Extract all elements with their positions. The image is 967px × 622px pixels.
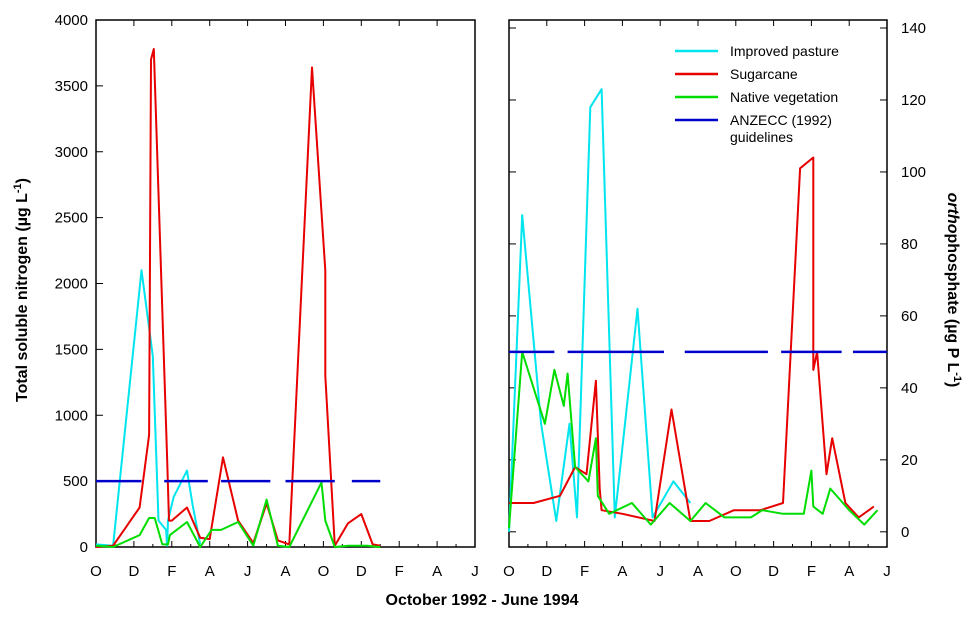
left-x-tick-label: D (128, 563, 139, 580)
left-series-sugarcane (95, 48, 381, 548)
right-x-tick-label: J (883, 563, 891, 580)
left-y-tick-label: 0 (80, 539, 88, 556)
right-x-tick-label: A (693, 563, 703, 580)
left-x-tick-label: A (280, 563, 290, 580)
right-series-sugarcane (509, 156, 875, 522)
left-series-improved-pasture (95, 269, 202, 547)
legend-label-sugarcane: Sugarcane (730, 66, 798, 82)
right-y-tick-label: 120 (901, 92, 926, 109)
right-x-tick-label: D (768, 563, 779, 580)
left-x-tick-label: F (167, 563, 176, 580)
right-series-native-vegetation (508, 350, 879, 529)
right-panel-orthophosphate: O D F A J A O D F A J 0 20 40 60 80 100 120 140 (503, 19, 926, 580)
left-x-tick-label: J (244, 563, 252, 580)
left-y-tick-label: 3000 (55, 144, 88, 161)
legend-label-anzecc-line2: guidelines (730, 129, 793, 145)
left-y-tick-label: 2000 (55, 276, 88, 293)
left-y-tick-label: 4000 (55, 12, 88, 29)
left-x-tick-label: O (318, 563, 330, 580)
left-y-tick-label: 500 (63, 473, 88, 490)
right-y-tick-label: 40 (901, 380, 918, 397)
right-y-tick-label: 60 (901, 308, 918, 325)
right-y-tick-label: 100 (901, 164, 926, 181)
legend-label-native-vegetation: Native vegetation (730, 89, 838, 105)
left-x-tick-label: J (471, 563, 479, 580)
right-x-tick-label: F (580, 563, 589, 580)
right-x-tick-label: O (503, 563, 515, 580)
right-y-tick-label: 140 (901, 20, 926, 37)
x-axis-label: October 1992 - June 1994 (386, 592, 579, 609)
left-y-tick-label: 3500 (55, 78, 88, 95)
left-series-native-vegetation (95, 481, 381, 548)
right-x-tick-label: O (730, 563, 742, 580)
left-y-tick-label: 2500 (55, 210, 88, 227)
left-x-tick-label: D (356, 563, 367, 580)
left-panel-nitrogen: O D F A J A O D F A J 0 500 1000 1500 2000 2500 3000 3500 4… (55, 12, 479, 580)
legend: Improved pasture Sugarcane Native vegetati… (675, 43, 839, 145)
right-x-tick-label: A (617, 563, 627, 580)
right-x-tick-label: F (807, 563, 816, 580)
legend-label-improved-pasture: Improved pasture (730, 43, 839, 59)
right-y-axis-label: orthophosphate (µg P L-1) (944, 193, 963, 388)
left-x-tick-label: A (432, 563, 442, 580)
right-x-tick-label: J (656, 563, 664, 580)
right-x-tick-label: D (541, 563, 552, 580)
right-y-tick-label: 0 (901, 524, 909, 541)
right-y-tick-label: 20 (901, 452, 918, 469)
legend-label-anzecc: ANZECC (1992) (730, 112, 832, 128)
right-series-improved-pasture (508, 88, 692, 532)
left-x-tick-label: F (395, 563, 404, 580)
left-y-axis-label: Total soluble nitrogen (µg L-1) (12, 178, 31, 402)
left-x-tick-label: A (205, 563, 215, 580)
right-x-tick-label: A (844, 563, 854, 580)
left-y-tick-label: 1000 (55, 407, 88, 424)
left-plot-frame (95, 19, 476, 548)
left-y-tick-label: 1500 (55, 341, 88, 358)
left-x-tick-label: O (90, 563, 102, 580)
right-y-tick-label: 80 (901, 236, 918, 253)
